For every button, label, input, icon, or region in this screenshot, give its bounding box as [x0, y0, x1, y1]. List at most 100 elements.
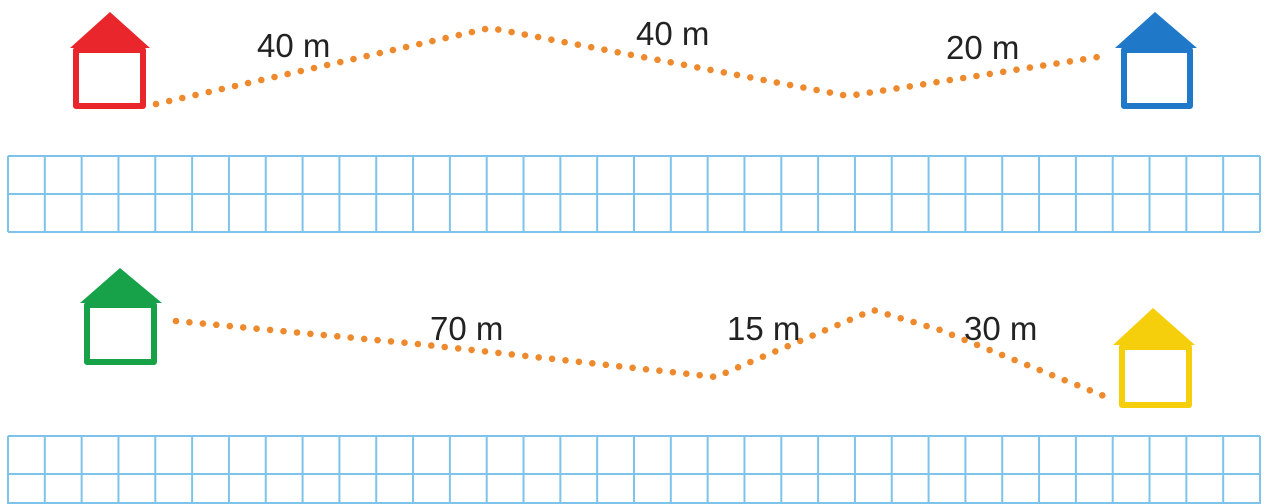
route-dot: [919, 81, 927, 88]
yellow-house-icon: [1113, 308, 1195, 408]
route-dot: [866, 89, 874, 96]
route-dot: [323, 61, 331, 69]
dotted-route-2: [172, 307, 1106, 399]
route-dot: [152, 100, 160, 108]
route-dot: [205, 88, 212, 96]
route-dot: [946, 76, 954, 84]
route-dot: [297, 67, 305, 75]
route-dot: [1074, 381, 1081, 389]
route-dot: [859, 311, 866, 318]
route-dot: [923, 322, 930, 330]
route-dot: [800, 84, 807, 91]
route-dot: [973, 72, 980, 80]
route-dot: [1093, 53, 1100, 61]
route-dot: [1026, 64, 1034, 71]
route-dot: [347, 334, 355, 341]
route-dot: [696, 371, 703, 379]
route-dot: [1079, 56, 1087, 63]
route-dot: [495, 26, 502, 33]
distance-label-2c: 30 m: [964, 310, 1037, 347]
route-dot: [683, 370, 690, 378]
route-dot: [948, 331, 956, 339]
route-dot: [834, 321, 841, 329]
route-dot: [733, 71, 741, 79]
route-dot: [402, 43, 410, 51]
route-dot: [906, 83, 914, 90]
route-dot: [1023, 361, 1031, 369]
route-dot: [454, 345, 462, 352]
route-dot: [709, 373, 717, 381]
route-dot: [350, 55, 357, 63]
route-dot: [334, 333, 341, 340]
route-dot: [280, 327, 287, 335]
route-dot: [809, 332, 816, 339]
route-dot: [826, 89, 834, 96]
route-dot: [534, 33, 542, 41]
route-row-1: 40 m 40 m 20 m: [70, 12, 1197, 109]
route-dot: [772, 348, 779, 355]
route-dot: [468, 346, 475, 354]
blue-house-icon: [1115, 12, 1197, 109]
route-dot: [1099, 392, 1106, 399]
route-dot: [363, 52, 370, 60]
route-dot: [656, 367, 663, 375]
route-dot: [258, 76, 265, 84]
route-dot: [1011, 356, 1018, 364]
route-dot: [961, 336, 968, 344]
route-dot: [455, 31, 463, 39]
route-dot: [654, 56, 661, 64]
route-dot: [253, 325, 260, 333]
route-dot: [266, 326, 274, 334]
route-dot: [759, 353, 767, 361]
route-dot: [271, 73, 278, 81]
route-dot: [562, 357, 569, 364]
distance-label-1b: 40 m: [636, 15, 709, 52]
route-dot: [561, 38, 568, 46]
route-dot: [760, 76, 767, 84]
route-dot: [495, 349, 502, 357]
route-dot: [998, 351, 1006, 359]
distance-label-1c: 20 m: [946, 29, 1019, 66]
route-dot: [374, 336, 381, 344]
route-dot: [627, 51, 635, 59]
route-dot: [973, 341, 981, 349]
route-dot: [897, 315, 904, 322]
route-dot: [629, 364, 636, 372]
route-dot: [853, 91, 860, 98]
route-dot: [468, 28, 476, 36]
route-dot: [642, 366, 650, 373]
route-dot: [784, 342, 791, 350]
route-dot: [1066, 58, 1074, 65]
route-dot: [667, 59, 674, 66]
route-dot: [1061, 376, 1068, 384]
route-dot: [574, 41, 582, 48]
route-dot: [244, 79, 252, 87]
route-dot: [165, 97, 173, 105]
route-dot: [747, 74, 754, 81]
route-dot: [218, 85, 226, 93]
route-dot: [786, 81, 794, 89]
route-dot: [893, 85, 900, 92]
route-dot: [933, 78, 940, 86]
answer-grid-1[interactable]: [7, 155, 1261, 233]
route-dot: [587, 43, 595, 51]
route-dot: [839, 91, 847, 99]
route-dot: [602, 361, 610, 369]
answer-grid-2[interactable]: [7, 435, 1261, 504]
route-dot: [575, 358, 583, 366]
route-dot: [986, 70, 994, 78]
distance-label-1a: 40 m: [257, 27, 330, 64]
route-dot: [521, 31, 529, 38]
route-dot: [680, 61, 688, 69]
route-dot: [429, 37, 436, 45]
route-dot: [231, 82, 239, 90]
route-dot: [694, 64, 701, 71]
route-dot: [307, 330, 314, 338]
distance-label-2b: 15 m: [727, 310, 800, 347]
route-dot: [508, 351, 516, 358]
route-dot: [640, 54, 648, 61]
route-dot: [293, 329, 301, 336]
route-dot: [910, 318, 917, 326]
route-dot: [1048, 371, 1056, 379]
